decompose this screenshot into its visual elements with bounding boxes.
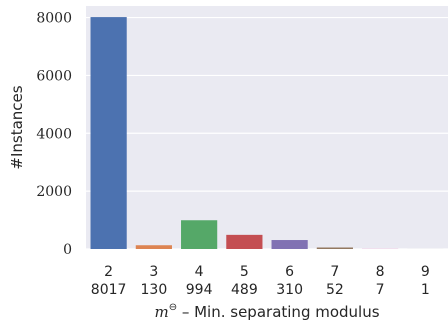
plot-background	[86, 6, 448, 249]
bar-3	[135, 245, 172, 249]
x-tick-count-label: 8017	[91, 282, 127, 298]
y-tick-label: 8000	[36, 11, 72, 27]
y-tick-label: 6000	[36, 68, 72, 84]
x-tick-count-label: 310	[276, 282, 303, 298]
x-tick-count-label: 130	[141, 282, 168, 298]
x-axis-label-symbol: m	[154, 303, 168, 321]
x-tick-count-label: 52	[326, 282, 344, 298]
y-tick-label: 4000	[36, 126, 72, 142]
y-tick-label: 2000	[36, 184, 72, 200]
x-tick-label: 9	[421, 264, 430, 280]
bar-6	[271, 240, 308, 249]
x-tick-label: 5	[240, 264, 249, 280]
x-tick-label: 6	[285, 264, 294, 280]
x-tick-label: 3	[149, 264, 158, 280]
bars	[90, 17, 444, 249]
x-tick-count-label: 994	[186, 282, 213, 298]
x-tick-label: 7	[330, 264, 339, 280]
x-tick-label: 4	[195, 264, 204, 280]
x-tick-count-label: 1	[421, 282, 430, 298]
y-axis-label: #Instances	[8, 85, 26, 169]
x-tick-label: 2	[104, 264, 113, 280]
y-tick-labels: 0 2000 4000 6000 8000	[36, 11, 72, 258]
bar-7	[316, 247, 353, 249]
x-tick-label: 8	[376, 264, 385, 280]
y-tick-label: 0	[63, 242, 72, 258]
bar-2	[90, 17, 127, 249]
x-tick-labels: 2 8017 3 130 4 994 5 489 6 310 7 52 8 7 9 1	[91, 264, 430, 298]
bar-5	[226, 234, 263, 249]
x-axis-label-superscript: ⊖	[169, 302, 177, 313]
x-tick-count-label: 7	[376, 282, 385, 298]
x-axis-label-text: – Min. separating modulus	[177, 303, 380, 321]
x-tick-count-label: 489	[231, 282, 258, 298]
x-axis-label: m⊖ – Min. separating modulus	[154, 302, 379, 321]
bar-4	[181, 220, 218, 249]
